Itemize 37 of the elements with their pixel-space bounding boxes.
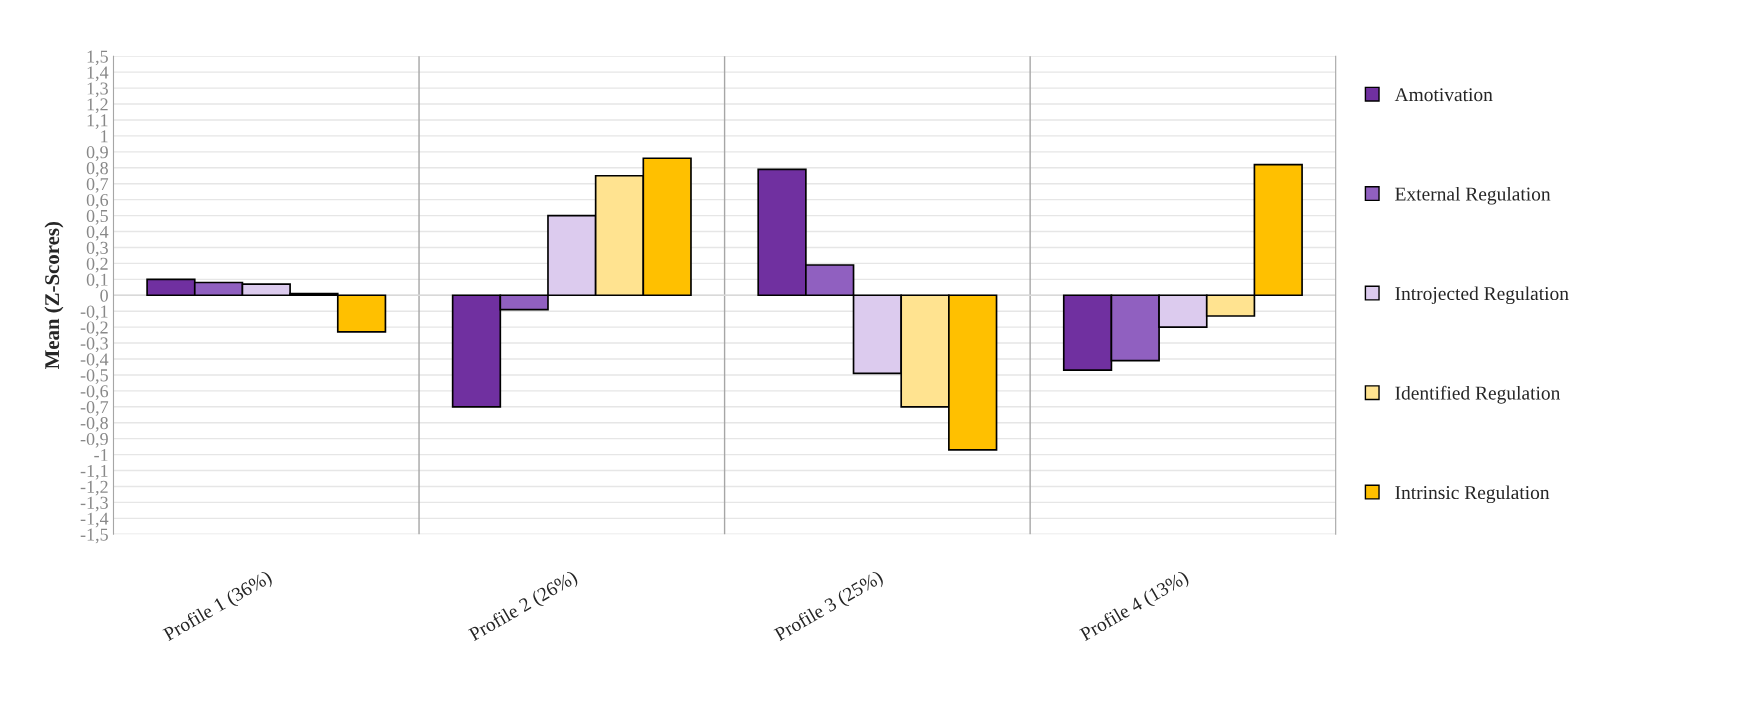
- y-tick-label: 0,8: [86, 162, 108, 177]
- y-tick-label: -0,6: [80, 385, 109, 400]
- y-tick-label: 1,1: [87, 114, 108, 130]
- y-tick-label: -1,2: [80, 480, 108, 496]
- y-tick-label: -0,2: [80, 321, 108, 337]
- y-tick-label: 0,9: [86, 146, 108, 161]
- y-tick-label: 1,4: [87, 66, 109, 82]
- legend-label: External Regulation: [1395, 186, 1551, 205]
- y-tick-label: -0,4: [80, 353, 109, 369]
- y-tick-label: 0,4: [86, 225, 109, 241]
- y-tick-label: -0,5: [80, 369, 108, 384]
- y-tick-label: -1,3: [80, 496, 108, 512]
- legend-label: Intrinsic Regulation: [1395, 485, 1550, 504]
- legend-label: Amotivation: [1394, 88, 1493, 102]
- y-tick-label: 1,3: [87, 82, 108, 98]
- legend-label: Identified Regulation: [1395, 385, 1561, 404]
- legend-label: Introjected Regulation: [1395, 286, 1569, 305]
- y-tick-label: 1,2: [87, 98, 108, 114]
- y-tick-label: 0: [100, 289, 108, 302]
- y-tick-label: 0,2: [86, 257, 108, 273]
- y-tick-label: -0,3: [80, 337, 108, 353]
- y-axis-title: Mean (Z-Scores): [44, 222, 64, 370]
- y-tick-label: -1,1: [80, 464, 108, 480]
- y-tick-label: 1,5: [87, 50, 108, 66]
- y-tick-label: -1,4: [80, 512, 109, 528]
- y-tick-label: 0,6: [86, 193, 109, 209]
- y-tick-label: -1: [94, 448, 108, 461]
- y-tick-label: -0,7: [80, 401, 109, 416]
- y-tick-label: -0,8: [80, 416, 108, 432]
- y-tick-label: -1,5: [80, 528, 108, 544]
- y-tick-label: 0,3: [86, 241, 108, 257]
- y-tick-label: -0,9: [80, 432, 108, 448]
- y-tick-label: 1: [101, 130, 108, 143]
- y-tick-label: 0,1: [86, 273, 108, 289]
- y-tick-label: 0,7: [86, 177, 109, 193]
- y-tick-label: -0,1: [80, 305, 108, 321]
- y-tick-label: 0,5: [86, 209, 108, 225]
